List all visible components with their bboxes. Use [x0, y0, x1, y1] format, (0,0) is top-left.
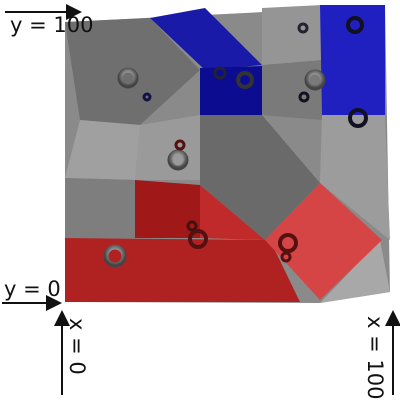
- x-right-label: x = 100: [363, 316, 387, 399]
- y-bottom-label: y = 0: [4, 277, 61, 301]
- x-left-label: x = 0: [65, 318, 89, 375]
- y-top-label: y = 100: [10, 13, 93, 37]
- tori: [103, 16, 368, 268]
- axis-arrows: [2, 4, 400, 395]
- surface: [65, 5, 390, 303]
